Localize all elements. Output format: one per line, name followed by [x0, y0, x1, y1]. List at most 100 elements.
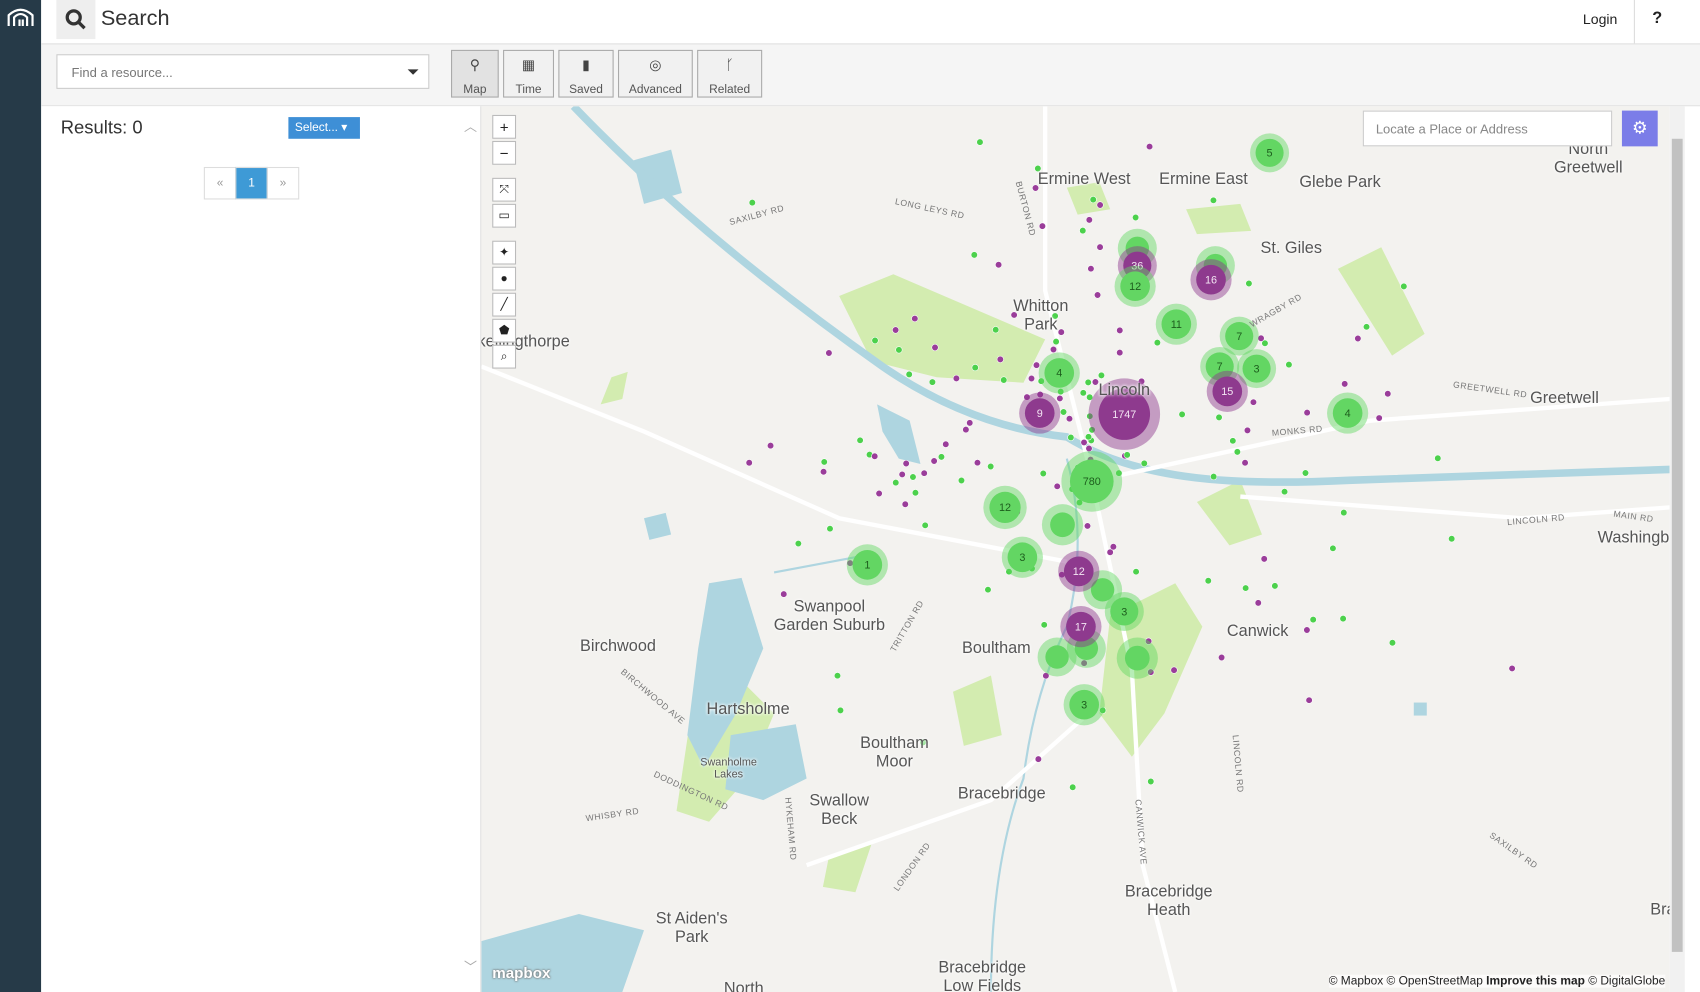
zoom-out[interactable]: − — [492, 140, 517, 165]
tab[interactable]: Saved ▮ — [558, 49, 614, 98]
point — [856, 436, 864, 444]
settings-button[interactable]: ⚙ — [1621, 110, 1658, 147]
point — [1057, 328, 1065, 336]
point — [1123, 451, 1131, 459]
select-button[interactable]: Select... ▾ — [288, 117, 360, 139]
water — [481, 149, 1427, 992]
point — [1375, 414, 1383, 422]
point — [1065, 415, 1073, 423]
point — [1209, 196, 1217, 204]
point — [992, 326, 1000, 334]
cluster — [1090, 578, 1115, 602]
locate-placeholder: Locate a Place or Address — [1375, 121, 1528, 137]
draw-pin[interactable]: ✦ — [492, 240, 517, 265]
point — [1079, 389, 1087, 397]
tab-icon: ▦ — [521, 56, 536, 73]
cluster-count: 36 — [1131, 260, 1143, 272]
cluster — [1044, 358, 1075, 388]
point — [1040, 621, 1048, 629]
point — [1116, 326, 1124, 334]
cluster-layer: 5361216117734174791547801231231731 — [846, 133, 1369, 726]
point — [911, 489, 919, 497]
place-label: Bracebridge Low Fields — [938, 958, 1027, 992]
tab[interactable]: Advanced ◎ — [617, 49, 693, 98]
point — [1178, 410, 1186, 418]
point — [1057, 388, 1065, 396]
point — [1109, 543, 1117, 551]
place-label: Ermine West — [1037, 169, 1131, 189]
place-label: Birchwood — [580, 636, 656, 656]
point — [1084, 378, 1092, 386]
tab[interactable]: Time ▦ — [503, 49, 555, 98]
placeholder: Find a resource... — [71, 65, 173, 81]
help[interactable]: ? — [1652, 8, 1663, 28]
point — [871, 337, 879, 345]
cluster — [1069, 459, 1114, 504]
scroll-thumb[interactable] — [1671, 138, 1683, 952]
point — [1049, 345, 1058, 354]
resource-search[interactable]: Find a resource... — [56, 54, 430, 89]
tab-icon: ᚴ — [725, 56, 734, 73]
point — [1448, 535, 1456, 543]
place-label: St. Giles — [1260, 239, 1322, 258]
point — [1027, 374, 1036, 382]
point — [1261, 339, 1269, 347]
point — [1085, 445, 1093, 453]
scroll-up[interactable]: ︿ — [464, 119, 478, 135]
point — [1034, 755, 1042, 763]
point — [1249, 398, 1257, 406]
scrollbar[interactable] — [1669, 106, 1685, 992]
roads — [481, 106, 1670, 992]
login[interactable]: Login — [1582, 10, 1618, 28]
cluster-count: 17 — [1075, 621, 1087, 633]
point — [1153, 339, 1161, 347]
point — [1039, 469, 1047, 478]
point — [1140, 459, 1148, 467]
scroll-down[interactable]: ﹀ — [464, 959, 478, 975]
point — [931, 343, 939, 351]
tab[interactable]: Map ⚲ — [451, 49, 499, 98]
basemap[interactable]: ▭ — [492, 203, 517, 228]
pagination: «1» — [203, 166, 300, 200]
draw-point[interactable]: ● — [492, 266, 517, 291]
draw-line[interactable]: ╱ — [492, 292, 517, 317]
point — [780, 590, 788, 598]
cluster-count: 4 — [1056, 368, 1062, 380]
improve-link[interactable]: Improve this map — [1486, 974, 1585, 988]
point — [1089, 196, 1097, 204]
point — [1080, 659, 1088, 667]
point — [976, 138, 984, 146]
point — [1132, 568, 1140, 576]
cluster — [1124, 645, 1150, 671]
top-bar: Search Login ? — [41, 0, 1700, 45]
point — [995, 261, 1003, 269]
search-icon[interactable] — [56, 0, 96, 40]
point — [921, 521, 929, 529]
cluster — [1255, 138, 1284, 167]
fullscreen[interactable]: ⤧ — [492, 177, 517, 202]
locate-input[interactable]: Locate a Place or Address — [1362, 110, 1613, 147]
point — [1434, 454, 1442, 462]
point — [1339, 615, 1347, 623]
draw-polygon[interactable]: ⬟ — [492, 318, 517, 343]
page-button[interactable]: 1 — [235, 166, 268, 200]
point — [928, 378, 936, 386]
tab[interactable]: Related ᚴ — [697, 49, 763, 98]
tab-icon: ▮ — [582, 56, 590, 73]
page-button[interactable]: » — [266, 166, 300, 200]
zoom-in[interactable]: + — [492, 114, 517, 139]
cluster — [852, 550, 883, 580]
map[interactable]: 5361216117734174791547801231231731 Ermin… — [481, 106, 1670, 992]
point — [1210, 473, 1218, 481]
place-label: Greetwell — [1530, 388, 1599, 408]
point — [1145, 637, 1153, 645]
point — [1096, 201, 1104, 209]
cluster-count: 4 — [1345, 408, 1351, 420]
point — [1260, 555, 1268, 563]
page-button[interactable]: « — [203, 166, 237, 200]
cluster-count: 9 — [1037, 408, 1043, 420]
point — [833, 672, 842, 680]
map-search[interactable]: ⌕ — [492, 344, 517, 369]
cluster-count: 11 — [1171, 319, 1182, 331]
point — [1242, 584, 1250, 592]
